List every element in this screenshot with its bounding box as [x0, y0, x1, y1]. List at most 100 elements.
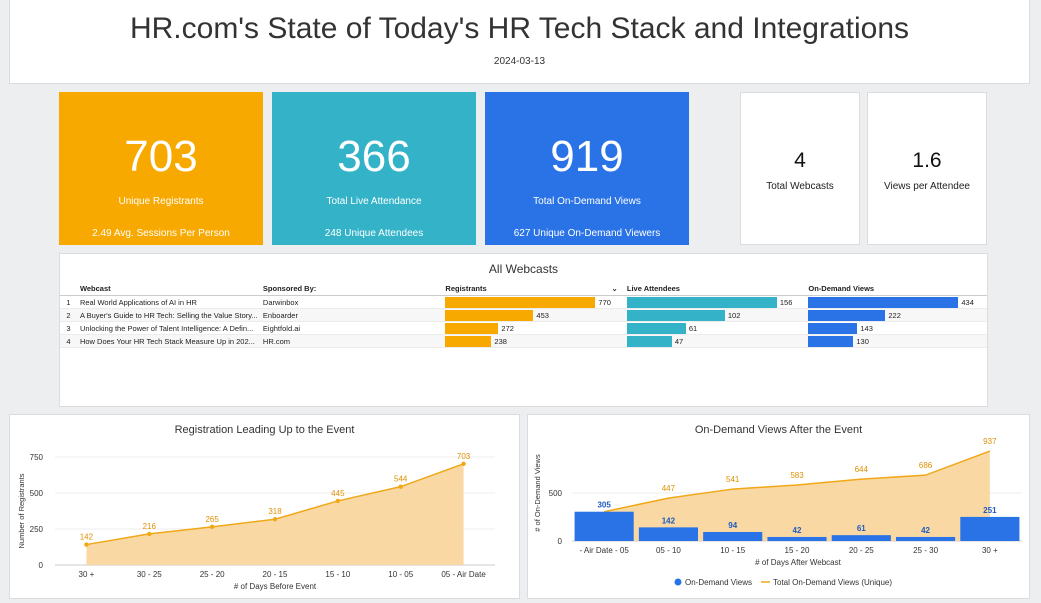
column-header-webcast[interactable]: Webcast: [76, 281, 260, 296]
live-attendees-value: 47: [674, 337, 684, 346]
live-attendees-bar: [626, 336, 672, 347]
report-title: HR.com's State of Today's HR Tech Stack …: [129, 12, 910, 45]
row-index: 1: [60, 295, 77, 309]
all-webcasts-table-card: All Webcasts Webcast Sponsored By: Regis…: [59, 253, 988, 407]
column-header-live-attendees[interactable]: Live Attendees: [623, 281, 806, 296]
bar-label: 61: [857, 524, 866, 533]
live-attendees-value: 156: [779, 298, 793, 307]
registrants-bar: [445, 323, 499, 334]
bar-label: 142: [662, 516, 676, 525]
registrants-value: 453: [536, 311, 549, 320]
data-point: [84, 542, 89, 547]
on-demand-views-value: 222: [888, 311, 901, 320]
webcast-name[interactable]: Real World Applications of AI in HR: [76, 295, 260, 309]
bar: [831, 535, 891, 541]
stat-label: Total Webcasts: [766, 181, 834, 192]
live-attendees-bar: [626, 297, 777, 308]
on-demand-views-bar: [808, 323, 858, 334]
webcast-name[interactable]: Unlocking the Power of Talent Intelligen…: [76, 321, 260, 335]
live-attendees-cell: 47: [623, 334, 806, 348]
column-header-sponsor[interactable]: Sponsored By:: [259, 281, 443, 296]
bar-label: 305: [597, 501, 611, 510]
on-demand-chart-card: On-Demand Views After the Event 0 500 305 -…: [527, 414, 1030, 599]
registrants-bar: [445, 310, 534, 321]
live-attendees-cell: 102: [623, 308, 806, 322]
data-label: 142: [80, 533, 94, 542]
live-attendees-value: 61: [688, 324, 698, 333]
stat-value: 1.6: [912, 149, 942, 172]
kpi-total-on-demand-views: 919 Total On-Demand Views 627 Unique On-…: [485, 92, 689, 245]
report-date: 2024-03-13: [493, 56, 546, 67]
x-tick-label: 15 - 10: [325, 570, 350, 579]
data-label: 445: [331, 489, 345, 498]
bar-label: 42: [793, 526, 802, 535]
line-label: 583: [790, 471, 804, 480]
stat-value: 4: [794, 149, 806, 172]
line-label: 447: [662, 484, 676, 493]
bar: [960, 516, 1020, 541]
stat-views-per-attendee: 1.6 Views per Attendee: [867, 92, 987, 245]
bar: [896, 536, 956, 541]
registration-chart-card: Registration Leading Up to the Event 0 25…: [9, 414, 520, 599]
x-tick-label: 30 +: [79, 570, 95, 579]
table-row[interactable]: 4 How Does Your HR Tech Stack Measure Up …: [60, 334, 987, 348]
live-attendees-cell: 156: [623, 295, 806, 309]
data-label: 318: [268, 507, 282, 516]
legend-marker-on-demand-views: [674, 578, 682, 586]
bar: [638, 527, 698, 541]
x-tick-label: 25 - 20: [200, 570, 225, 579]
y-tick-label: 500: [30, 489, 44, 498]
data-point: [461, 461, 466, 466]
chart-title: On-Demand Views After the Event: [694, 424, 863, 436]
registration-area-chart: 0 250 500 750 142 30 + 216 30 - 25 265 25 - 20 318…: [17, 452, 495, 591]
column-header-registrants[interactable]: Registrants ⌄: [442, 281, 624, 296]
on-demand-views-bar: [808, 336, 854, 347]
data-point: [147, 531, 152, 537]
registrants-cell: 238: [442, 334, 624, 348]
data-label: 703: [457, 452, 471, 461]
bar-label: 42: [921, 526, 930, 535]
on-demand-views-bar: [808, 297, 959, 308]
registrants-value: 272: [501, 324, 514, 333]
x-tick-label: 20 - 25: [849, 546, 874, 555]
x-tick-label: 15 - 20: [785, 546, 810, 555]
kpi-label: Total On-Demand Views: [533, 196, 641, 207]
x-axis-title: # of Days Before Event: [234, 582, 317, 591]
cumulative-line: [603, 450, 991, 513]
webcast-name[interactable]: How Does Your HR Tech Stack Measure Up i…: [76, 334, 260, 348]
on-demand-views-value: 434: [961, 298, 974, 307]
kpi-sub: 627 Unique On-Demand Viewers: [513, 228, 661, 239]
y-tick-label: 250: [30, 525, 44, 534]
column-header-on-demand-views[interactable]: On-Demand Views: [805, 281, 987, 296]
webcasts-table: Webcast Sponsored By: Registrants ⌄ Live …: [60, 281, 987, 348]
sponsor-name: Darwinbox: [259, 295, 443, 309]
on-demand-combo-chart: 0 500 305 - Air Date - 05 142 05 - 10 94 10 - 1…: [533, 437, 1022, 587]
registrants-cell: 453: [442, 308, 624, 322]
legend-label: Total On-Demand Views (Unique): [773, 578, 892, 587]
data-point: [398, 484, 403, 489]
data-point: [272, 517, 278, 522]
x-tick-label: 30 +: [982, 546, 998, 555]
line-label: 541: [726, 475, 740, 484]
table-row[interactable]: 3 Unlocking the Power of Talent Intellige…: [60, 321, 987, 335]
sponsor-name: HR.com: [259, 334, 443, 348]
on-demand-views-cell: 434: [805, 295, 987, 309]
on-demand-views-cell: 222: [805, 308, 987, 322]
registrants-cell: 770: [442, 295, 624, 309]
table-row[interactable]: 1 Real World Applications of AI in HR Darw…: [60, 295, 987, 309]
bar: [574, 511, 634, 541]
stat-label: Views per Attendee: [884, 181, 970, 192]
x-tick-label: 05 - 10: [656, 546, 681, 555]
kpi-value: 366: [337, 132, 411, 181]
row-index: 2: [60, 308, 77, 322]
on-demand-views-value: 143: [860, 324, 873, 333]
data-point: [209, 524, 215, 530]
sort-descending-icon[interactable]: ⌄: [611, 283, 618, 293]
chart-title: Registration Leading Up to the Event: [174, 424, 355, 436]
bar-label: 251: [983, 506, 997, 515]
table-title: All Webcasts: [488, 262, 559, 276]
data-point: [335, 498, 341, 504]
index-header: [60, 281, 77, 296]
webcast-name[interactable]: A Buyer's Guide to HR Tech: Selling the …: [76, 308, 260, 322]
